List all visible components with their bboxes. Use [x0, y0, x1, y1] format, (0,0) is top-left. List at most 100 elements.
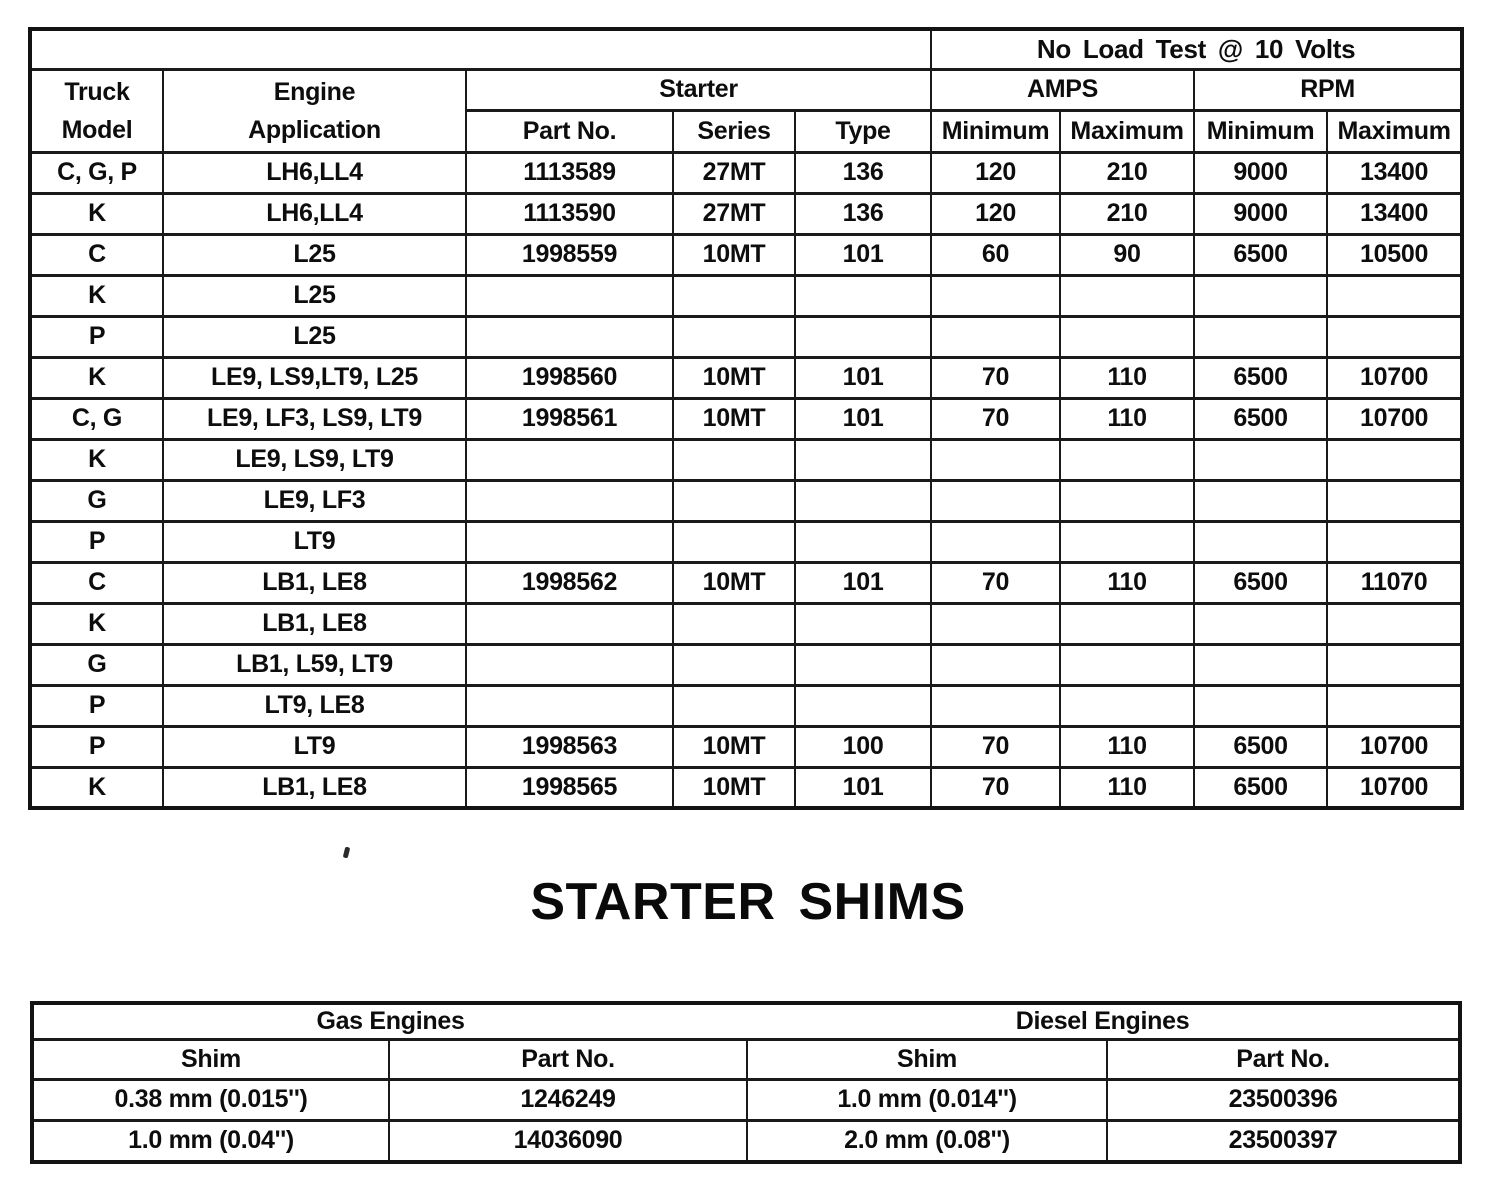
type-cell [793, 642, 933, 687]
table-row: P LT9, LE8 [29, 683, 1464, 728]
part-no-cell: 1113590 [465, 191, 674, 236]
rpm-min-cell: 6500 [1193, 724, 1329, 769]
engine-application-cell: LT9 [162, 519, 467, 564]
blank-header-cell [28, 27, 933, 71]
rpm-header: RPM [1193, 67, 1464, 112]
gas-part-no-header: Part No. [387, 1037, 749, 1081]
table-row: 0.38 mm (0.015'') 1246249 1.0 mm (0.014'… [31, 1077, 1462, 1122]
amps-max-cell: 110 [1059, 396, 1196, 441]
gas-shim-header: Shim [31, 1037, 390, 1081]
part-no-cell: 1998561 [465, 396, 674, 441]
truck-model-cell: P [29, 724, 164, 769]
type-cell: 101 [793, 232, 933, 277]
series-cell [672, 642, 796, 687]
amps-max-cell [1059, 273, 1196, 318]
table-row: Gas Engines Diesel Engines [30, 1001, 1462, 1041]
amps-min-cell: 70 [930, 724, 1062, 769]
engine-application-cell: LE9, LS9,LT9, L25 [162, 355, 467, 400]
type-cell: 136 [793, 191, 933, 236]
truck-model-cell: P [29, 519, 164, 564]
amps-header: AMPS [930, 67, 1196, 112]
series-cell [672, 683, 796, 728]
rpm-min-cell: 9000 [1193, 150, 1329, 195]
truck-model-cell: G [29, 642, 164, 687]
amps-max-cell [1059, 437, 1196, 482]
amps-min-cell [930, 519, 1062, 564]
rpm-max-cell [1326, 683, 1464, 728]
type-cell [793, 478, 933, 523]
series-cell [672, 478, 796, 523]
engine-application-header: Engine Application [162, 67, 467, 154]
rpm-min-cell: 6500 [1193, 765, 1329, 810]
diesel-engines-header: Diesel Engines [747, 1001, 1462, 1041]
table-row: K LB1, LE8 1998565 10MT 101 70 110 6500 10700 [29, 765, 1464, 810]
engine-application-cell: L25 [162, 273, 467, 318]
table-row: P LT9 1998563 10MT 100 70 110 6500 10700 [29, 724, 1464, 769]
rpm-min-cell [1193, 437, 1329, 482]
table-row: K LH6,LL4 1113590 27MT 136 120 210 9000 13400 [29, 191, 1464, 236]
table-row: P LT9 [29, 519, 1464, 564]
rpm-max-cell [1326, 642, 1464, 687]
rpm-min-cell [1193, 683, 1329, 728]
amps-min-cell: 70 [930, 765, 1062, 810]
truck-model-cell: K [29, 601, 164, 646]
table-row: Shim Part No. Shim Part No. [31, 1037, 1462, 1081]
type-cell: 101 [793, 355, 933, 400]
type-cell [793, 437, 933, 482]
rpm-max-cell: 10700 [1326, 396, 1464, 441]
no-load-test-header: No Load Test @ 10 Volts [930, 27, 1464, 71]
rpm-max-cell [1326, 478, 1464, 523]
part-no-cell: 1998563 [465, 724, 674, 769]
truck-model-cell: C, G [29, 396, 164, 441]
engine-application-cell: LB1, LE8 [162, 765, 467, 810]
series-cell [672, 519, 796, 564]
amps-max-cell: 110 [1059, 765, 1196, 810]
truck-model-cell: K [29, 273, 164, 318]
engine-application-cell: L25 [162, 314, 467, 359]
series-cell: 10MT [672, 396, 796, 441]
amps-min-cell [930, 273, 1062, 318]
amps-max-cell [1059, 642, 1196, 687]
type-cell [793, 601, 933, 646]
table-row: Part No. Series Type Minimum Maximum Min… [30, 108, 1464, 154]
engine-application-cell: LT9, LE8 [162, 683, 467, 728]
part-no-cell [465, 519, 674, 564]
rpm-max-cell: 13400 [1326, 191, 1464, 236]
rpm-max-cell: 10700 [1326, 355, 1464, 400]
table-row: No Load Test @ 10 Volts [28, 27, 1464, 71]
part-no-cell [465, 642, 674, 687]
type-cell [793, 314, 933, 359]
engine-application-cell: L25 [162, 232, 467, 277]
amps-maximum-header: Maximum [1059, 108, 1196, 154]
type-cell: 101 [793, 396, 933, 441]
rpm-max-cell [1326, 519, 1464, 564]
rpm-min-cell [1193, 314, 1329, 359]
part-no-cell [465, 273, 674, 318]
truck-model-cell: P [29, 314, 164, 359]
amps-min-cell: 60 [930, 232, 1062, 277]
gas-shim-cell: 1.0 mm (0.04'') [31, 1118, 390, 1164]
engine-application-cell: LB1, LE8 [162, 601, 467, 646]
part-no-cell: 1998559 [465, 232, 674, 277]
table-row: G LB1, L59, LT9 [29, 642, 1464, 687]
type-cell: 100 [793, 724, 933, 769]
part-no-cell [465, 601, 674, 646]
rpm-min-cell [1193, 519, 1329, 564]
truck-model-cell: C [29, 560, 164, 605]
amps-minimum-header: Minimum [930, 108, 1062, 154]
engine-application-cell: LH6,LL4 [162, 150, 467, 195]
truck-model-cell: C, G, P [29, 150, 164, 195]
rpm-min-cell [1193, 273, 1329, 318]
rpm-max-cell [1326, 273, 1464, 318]
type-cell: 101 [793, 560, 933, 605]
series-cell: 10MT [672, 724, 796, 769]
diesel-shim-header: Shim [746, 1037, 1109, 1081]
truck-model-header-line2: Model [61, 115, 133, 144]
table-row: K LE9, LS9, LT9 [29, 437, 1464, 482]
engine-application-header-line1: Engine [273, 77, 356, 106]
diesel-part-no-header: Part No. [1106, 1037, 1462, 1081]
amps-min-cell [930, 642, 1062, 687]
engine-application-cell: LB1, LE8 [162, 560, 467, 605]
amps-min-cell: 120 [930, 150, 1062, 195]
